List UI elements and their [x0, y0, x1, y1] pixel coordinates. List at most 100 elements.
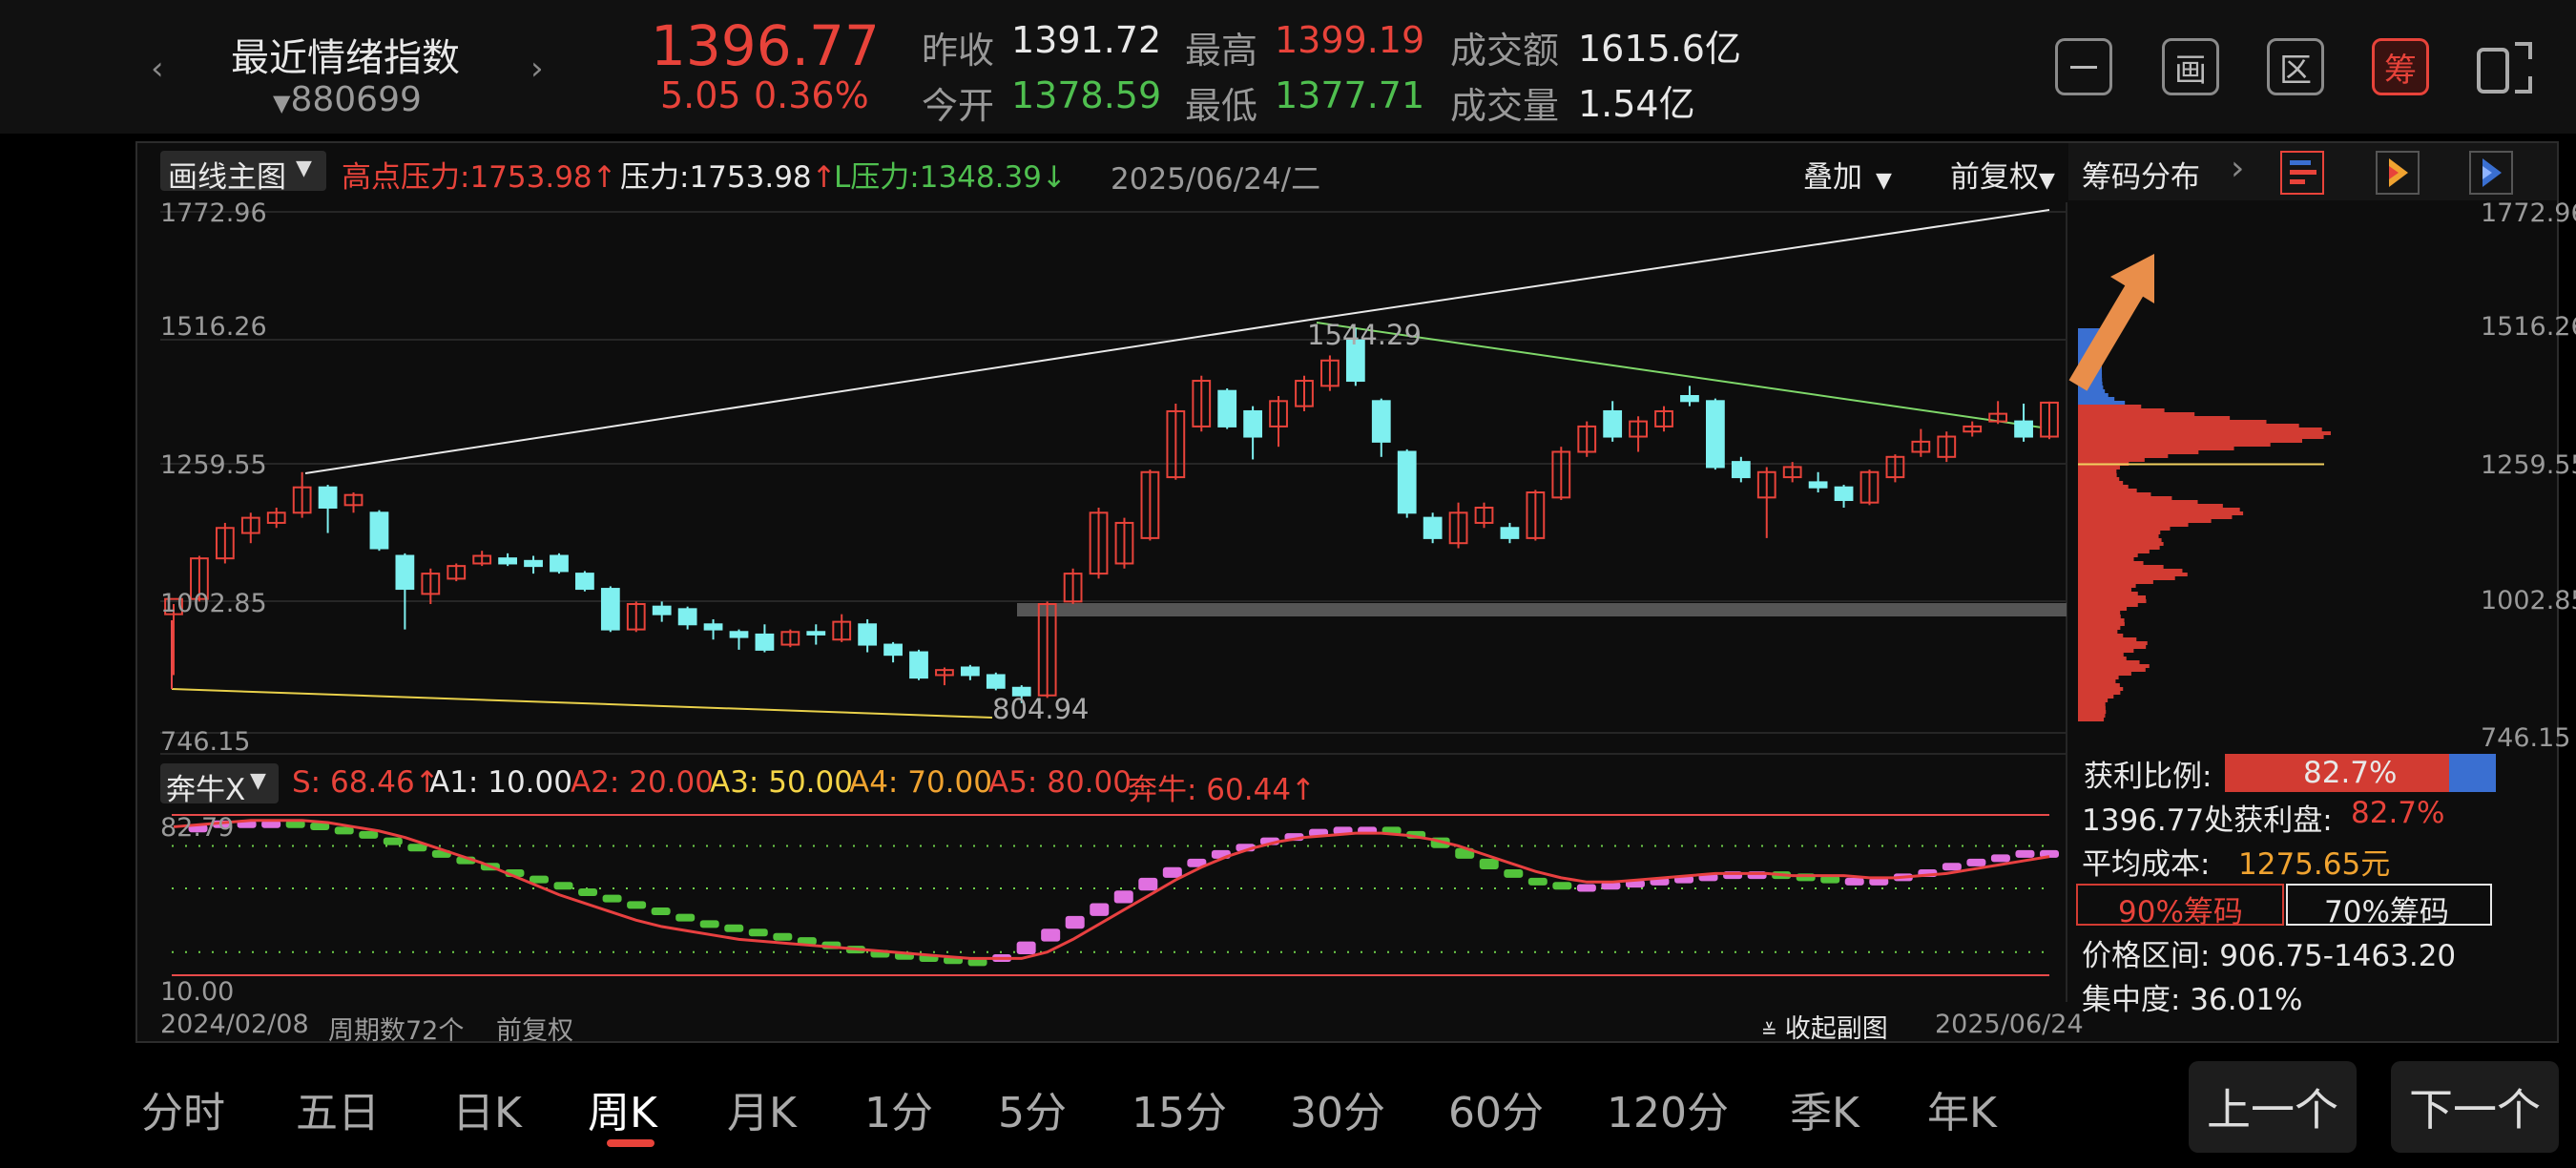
tab-period[interactable]: 120分: [1607, 1089, 1729, 1137]
price-range: 价格区间: 906.75-1463.20: [2082, 939, 2457, 973]
tab-period[interactable]: 1分: [864, 1089, 933, 1137]
candle-body: [986, 674, 1006, 689]
tab-period[interactable]: 周K: [588, 1089, 657, 1137]
tab-period[interactable]: 五日: [296, 1089, 380, 1137]
chip-bar: [2078, 687, 2124, 691]
chip-bar: [2078, 496, 2172, 500]
candle-body: [343, 493, 364, 507]
chip-bar: [2078, 340, 2102, 344]
sub-bar: [1016, 941, 1036, 954]
candle-body: [164, 597, 183, 615]
tab-chips-70[interactable]: [2286, 884, 2492, 926]
chip-bar: [2078, 477, 2120, 481]
candle-body: [1063, 573, 1083, 603]
chip-bar: [2078, 408, 2165, 412]
candle-body: [1526, 491, 1546, 539]
adjust-dropdown[interactable]: 前复权▼: [1950, 160, 2055, 195]
candle-body: [1011, 686, 1031, 697]
draw-button[interactable]: 画: [2162, 38, 2219, 95]
chip-bar: [2078, 542, 2164, 546]
candle-body: [1782, 466, 1802, 479]
chip-bar: [2078, 492, 2151, 496]
chip-bar: [2078, 718, 2105, 721]
chevron-right-icon[interactable]: ›: [2231, 149, 2245, 188]
prev-button[interactable]: 上一个: [2189, 1061, 2357, 1153]
tab-period[interactable]: 季K: [1790, 1089, 1859, 1137]
sub-bar: [2015, 849, 2035, 858]
switch-icon[interactable]: [2475, 36, 2536, 97]
caret-down-icon[interactable]: ▼: [273, 90, 291, 116]
sub-indicator-dropdown[interactable]: [160, 763, 279, 803]
candle-body: [1680, 395, 1699, 403]
zone-button[interactable]: 区: [2267, 38, 2324, 95]
chips-fire-icon[interactable]: [2376, 151, 2420, 195]
candle-body: [600, 588, 620, 631]
candle-body: [1603, 409, 1623, 438]
candle-body: [883, 643, 903, 657]
next-button[interactable]: 下一个: [2391, 1061, 2559, 1153]
chips-blue-icon[interactable]: [2469, 151, 2513, 195]
sub-bar: [1527, 877, 1548, 886]
quote-header: ‹ 最近情绪指数 ▼880699 › 1396.77 5.05 0.36% 昨收…: [0, 0, 2576, 134]
sub-a5-value: A5: 80.00: [988, 765, 1132, 800]
footer-adjust: 前复权: [496, 1016, 573, 1046]
chip-bar: [2078, 332, 2102, 336]
profit-ratio-fill: [2225, 754, 2449, 792]
candle-body: [1577, 425, 1597, 453]
upper-trend-line-ext: [1316, 209, 2050, 320]
stat-label-prev-close: 昨收: [922, 30, 995, 72]
candle-body: [858, 623, 878, 646]
stat-label-turnover: 成交额: [1450, 30, 1560, 72]
tab-period[interactable]: 5分: [998, 1089, 1067, 1137]
candle-body: [703, 623, 723, 631]
current-price: 1396.77: [651, 13, 880, 78]
candle-body: [1423, 516, 1443, 539]
chip-bar: [2078, 454, 2169, 458]
chip-bar: [2078, 576, 2175, 580]
tab-period[interactable]: 30分: [1290, 1089, 1385, 1137]
draw-main-dropdown[interactable]: [160, 151, 326, 191]
collapse-subchart-button[interactable]: ≚ 收起副图: [1761, 1014, 1888, 1044]
price-tick: 1002.85: [160, 589, 267, 618]
tab-period[interactable]: 60分: [1448, 1089, 1544, 1137]
candle-body: [1037, 603, 1057, 697]
sub-bar: [967, 958, 987, 967]
profit-ratio-label: 获利比例:: [2084, 760, 2212, 794]
candle-body: [1140, 470, 1160, 539]
sub-bull-value: 奔牛: 60.44↑: [1128, 773, 1317, 807]
candle-body: [1885, 455, 1905, 479]
candle-body: [1192, 380, 1212, 428]
candle-body: [729, 631, 749, 638]
tab-period[interactable]: 分时: [141, 1089, 225, 1137]
sub-a3-value: A3: 50.00: [710, 765, 853, 800]
chip-bar: [2078, 611, 2121, 615]
sub-bar: [1820, 875, 1840, 884]
chip-bar: [2078, 557, 2134, 561]
chip-bar: [2078, 603, 2138, 607]
next-index-arrow[interactable]: ›: [530, 50, 544, 88]
tab-period[interactable]: 年K: [1927, 1089, 1997, 1137]
chip-bar: [2078, 569, 2183, 573]
minus-icon[interactable]: [2055, 38, 2112, 95]
active-tab-indicator: [607, 1139, 654, 1147]
sub-bar: [1601, 882, 1621, 890]
chips-button[interactable]: 筹: [2372, 38, 2429, 95]
candle-body: [1731, 461, 1751, 479]
sub-bar: [310, 822, 330, 830]
tab-period[interactable]: 日K: [452, 1089, 522, 1137]
candle-body: [1551, 450, 1571, 499]
sub-bar: [1113, 890, 1133, 904]
sub-bar: [1187, 858, 1207, 867]
overlay-dropdown[interactable]: 叠加 ▼: [1803, 160, 1892, 195]
candle-body: [935, 669, 954, 677]
prev-index-arrow[interactable]: ‹: [151, 50, 164, 88]
chips-bar-icon[interactable]: [2280, 151, 2324, 195]
candle-body: [1114, 521, 1134, 565]
chip-bar: [2078, 420, 2267, 424]
tab-chips-90[interactable]: [2076, 884, 2284, 926]
sub-bar: [529, 875, 549, 884]
tab-period[interactable]: 15分: [1132, 1089, 1227, 1137]
candle-body: [1859, 470, 1880, 504]
tab-period[interactable]: 月K: [727, 1089, 797, 1137]
